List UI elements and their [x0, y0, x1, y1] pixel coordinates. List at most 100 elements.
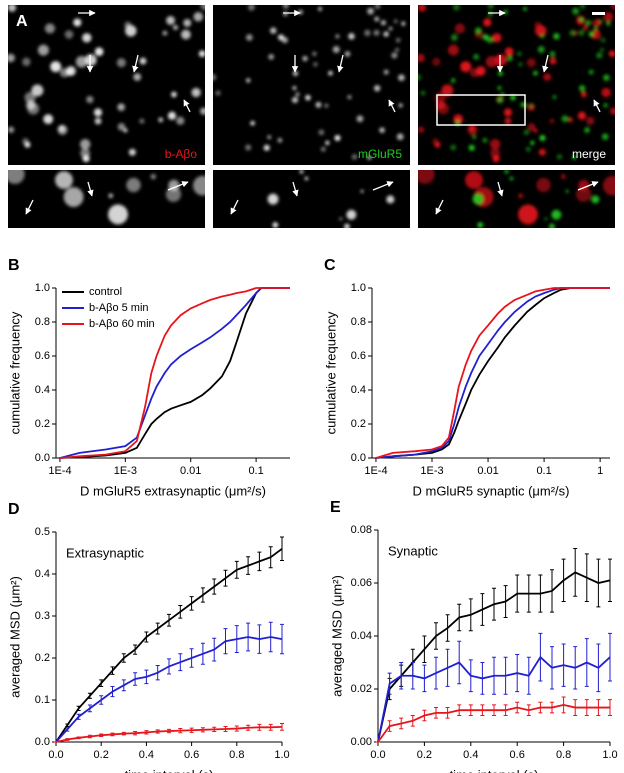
spot: [305, 94, 311, 101]
spot: [55, 171, 73, 189]
spot: [388, 26, 393, 31]
channel-label: mGluR5: [358, 147, 402, 161]
spot: [315, 101, 322, 108]
spot: [44, 23, 56, 34]
spot: [569, 29, 576, 37]
spots: [267, 170, 395, 228]
spot: [84, 54, 97, 66]
spot: [318, 129, 325, 136]
spot: [295, 92, 300, 97]
x-tick-label: 0.6: [510, 749, 525, 761]
spot: [600, 47, 605, 52]
spot: [525, 146, 531, 152]
y-tick-label: 1.0: [351, 282, 366, 294]
spot: [356, 115, 364, 123]
spot: [551, 209, 562, 220]
spot: [64, 30, 74, 39]
spot: [277, 137, 283, 143]
spot: [482, 137, 488, 143]
spot: [454, 23, 466, 34]
spot: [596, 52, 603, 59]
y-tick-label: 0.4: [351, 384, 366, 396]
series-line: [59, 287, 290, 459]
spot: [396, 133, 404, 141]
spot: [437, 102, 450, 115]
spot: [549, 57, 557, 65]
spot: [577, 111, 587, 120]
panel-letter: E: [330, 499, 341, 516]
spot: [86, 95, 94, 104]
spot: [158, 117, 164, 123]
spot: [245, 34, 253, 41]
spot: [380, 20, 387, 26]
spot: [374, 5, 381, 10]
spot: [94, 117, 102, 125]
spot: [272, 222, 279, 228]
spot: [553, 33, 560, 40]
spot: [391, 52, 398, 59]
spot: [165, 186, 182, 202]
spot: [245, 144, 252, 151]
spot: [588, 69, 594, 75]
spot: [166, 15, 176, 25]
spot: [198, 50, 205, 58]
arrow: [25, 199, 34, 215]
x-tick-label: 0.01: [477, 465, 498, 477]
spot: [200, 5, 205, 11]
inset-box: [436, 94, 526, 126]
annotation: Synaptic: [388, 543, 438, 558]
spot: [367, 7, 374, 15]
spot: [302, 55, 308, 62]
spots: [8, 5, 205, 163]
spot: [398, 103, 403, 108]
spot: [386, 195, 395, 204]
spot: [360, 189, 364, 193]
spot: [8, 53, 15, 63]
spot: [8, 5, 17, 12]
spot: [468, 144, 475, 151]
spot: [312, 51, 317, 56]
spot: [395, 47, 400, 52]
x-tick-label: 0.0: [370, 749, 385, 761]
legend-label: control: [89, 286, 122, 298]
spot: [503, 9, 508, 15]
spot: [601, 133, 609, 141]
spot: [108, 204, 128, 225]
spot: [383, 69, 389, 75]
y-tick-label: 0.08: [351, 524, 372, 536]
spot: [344, 223, 350, 228]
spot: [579, 16, 585, 22]
spots: [418, 170, 615, 228]
spot: [167, 111, 177, 120]
spot: [395, 37, 401, 43]
spot: [487, 11, 493, 17]
spot: [543, 73, 552, 81]
y-axis-label: cumulative frequency: [7, 311, 22, 434]
spot: [325, 140, 330, 145]
spot: [304, 176, 309, 181]
spot: [124, 21, 132, 29]
spot: [133, 73, 142, 81]
spot: [602, 175, 615, 196]
y-tick-label: 0.0: [35, 452, 50, 464]
arrow: [435, 199, 444, 215]
spot: [610, 107, 615, 115]
spot: [334, 134, 341, 141]
spot: [173, 24, 179, 31]
spot: [497, 86, 502, 91]
y-tick-label: 0.04: [351, 630, 372, 642]
spot: [75, 55, 88, 68]
spot: [526, 58, 536, 68]
spot: [418, 5, 427, 12]
x-tick-label: 1.0: [602, 749, 617, 761]
spot: [27, 102, 40, 115]
arrow: [497, 181, 504, 197]
series-line: [55, 548, 283, 743]
spot: [533, 70, 538, 76]
spot: [418, 170, 435, 185]
spot: [453, 114, 464, 125]
spot: [496, 96, 504, 104]
spot: [183, 19, 192, 27]
spot: [586, 116, 595, 125]
spot: [181, 29, 191, 40]
